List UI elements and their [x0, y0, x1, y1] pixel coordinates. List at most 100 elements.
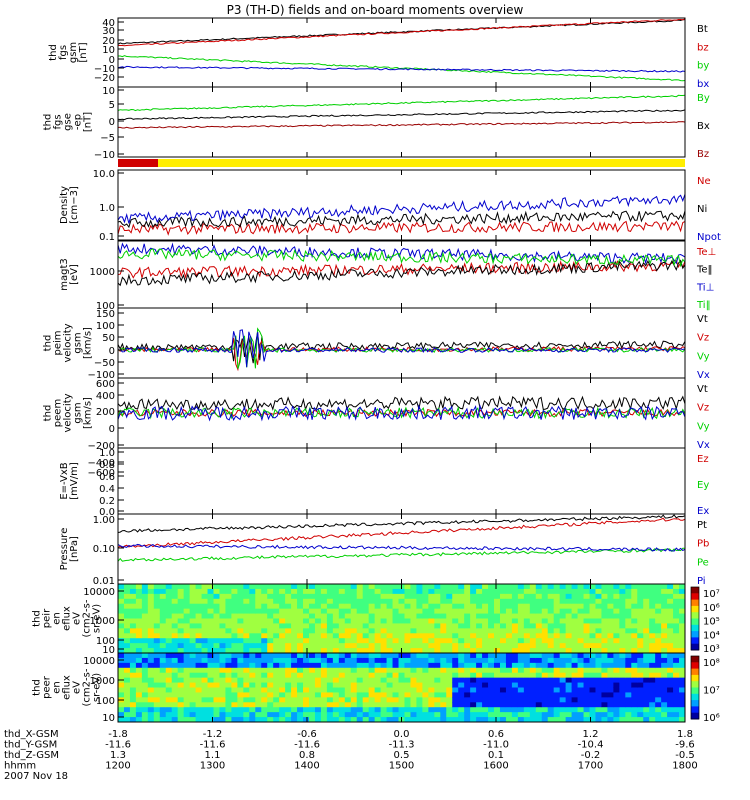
spectrogram-cell: [243, 657, 250, 664]
spectrogram-cell: [679, 717, 686, 723]
spectrogram-cell: [458, 648, 465, 654]
spectrogram-cell: [452, 692, 459, 698]
spectrogram-cell: [165, 593, 173, 600]
spectrogram-cell: [547, 648, 555, 654]
spectrogram-cell: [553, 687, 561, 693]
spectrogram-cell: [213, 662, 220, 669]
spectrogram-cell: [577, 623, 585, 629]
spectrogram-cell: [589, 633, 596, 639]
spectrogram-cell: [159, 638, 167, 644]
spectrogram-cell: [332, 672, 340, 679]
spectrogram-cell: [428, 667, 435, 674]
colorbar-swatch: [691, 587, 699, 594]
spectrogram-cell: [255, 643, 262, 649]
spectrogram-cell: [141, 628, 149, 634]
spectrogram-cell: [625, 672, 632, 679]
spectrogram-cell: [505, 657, 513, 664]
y-axis-label: thd: [32, 610, 43, 627]
spectrogram-cell: [422, 687, 429, 693]
spectrogram-cell: [482, 687, 489, 693]
y-tick-label: −10: [94, 64, 115, 75]
spectrogram-cell: [255, 588, 262, 595]
spectrogram-cell: [129, 633, 137, 639]
spectrogram-cell: [261, 697, 268, 703]
spectrogram-cell: [464, 613, 471, 619]
spectrogram-cell: [595, 707, 602, 713]
spectrogram-cell: [308, 608, 316, 615]
spectrogram-cell: [344, 584, 352, 590]
spectrogram-cell: [171, 667, 179, 674]
spectrogram-cell: [308, 648, 316, 654]
spectrogram-cell: [279, 613, 286, 619]
spectrogram-cell: [607, 643, 614, 649]
spectrogram-cell: [273, 613, 280, 619]
spectrogram-cell: [338, 598, 346, 605]
spectrogram-cell: [505, 707, 513, 713]
spectrogram-cell: [637, 682, 644, 688]
spectrogram-cell: [583, 608, 591, 615]
spectrogram-cell: [195, 692, 203, 698]
spectrogram-cell: [404, 623, 411, 629]
spectrogram-cell: [225, 653, 232, 659]
spectrogram-cell: [362, 667, 370, 674]
spectrogram-cell: [195, 618, 203, 624]
spectrogram-cell: [422, 638, 429, 644]
spectrogram-cell: [225, 692, 232, 698]
spectrogram-cell: [601, 667, 608, 674]
series-line-bx: [117, 65, 686, 73]
spectrogram-cell: [177, 712, 185, 718]
spectrogram-cell: [189, 638, 197, 644]
spectrogram-cell: [219, 603, 226, 610]
spectrogram-cell: [189, 618, 197, 624]
spectrogram-cell: [571, 702, 579, 708]
spectrogram-cell: [511, 608, 519, 615]
spectrogram-cell: [553, 618, 561, 624]
spectrogram-cell: [571, 672, 579, 679]
spectrogram-cell: [470, 667, 477, 674]
spectrogram-cell: [165, 657, 173, 664]
spectrogram-cell: [303, 653, 310, 659]
spectrogram-cell: [213, 613, 220, 619]
spectrogram-cell: [517, 697, 525, 703]
spectrogram-cell: [511, 672, 519, 679]
spectrogram-cell: [243, 697, 250, 703]
spectrogram-cell: [123, 662, 131, 669]
spectrogram-cell: [213, 672, 220, 679]
spectrogram-cell: [123, 697, 131, 703]
spectrogram-cell: [679, 648, 686, 654]
spectrogram-cell: [619, 657, 626, 664]
spectrogram-cell: [332, 603, 340, 610]
spectrogram-cell: [559, 593, 567, 600]
spectrogram-cell: [595, 588, 602, 595]
spectrogram-cell: [303, 692, 310, 698]
spectrogram-cell: [386, 633, 394, 639]
spectrogram-cell: [410, 717, 417, 723]
spectrogram-cell: [147, 603, 155, 610]
spectrogram-cell: [118, 623, 125, 629]
spectrogram-cell: [249, 662, 256, 669]
spectrogram-cell: [494, 648, 501, 654]
spectrogram-cell: [362, 603, 370, 610]
spectrogram-cell: [565, 628, 573, 634]
series-line-Ne: [117, 220, 686, 236]
spectrogram-cell: [631, 633, 638, 639]
spectrogram-cell: [237, 697, 244, 703]
spectrogram-cell: [249, 677, 256, 684]
spectrogram-cell: [428, 638, 435, 644]
spectrogram-cell: [291, 628, 298, 634]
spectrogram-cell: [231, 598, 238, 605]
spectrogram-cell: [679, 687, 686, 693]
spectrogram-cell: [279, 603, 286, 610]
spectrogram-cell: [147, 623, 155, 629]
spectrogram-cell: [362, 633, 370, 639]
spectrogram-cell: [595, 613, 602, 619]
spectrogram-cell: [649, 682, 656, 688]
spectrogram-cell: [207, 588, 214, 595]
spectrogram-cell: [488, 662, 495, 669]
spectrogram-cell: [225, 648, 232, 654]
spectrogram-cell: [273, 623, 280, 629]
spectrogram-cell: [237, 584, 244, 590]
spectrogram-cell: [511, 593, 519, 600]
spectrogram-cell: [225, 608, 232, 615]
y-tick-label: 0.4: [99, 484, 115, 495]
